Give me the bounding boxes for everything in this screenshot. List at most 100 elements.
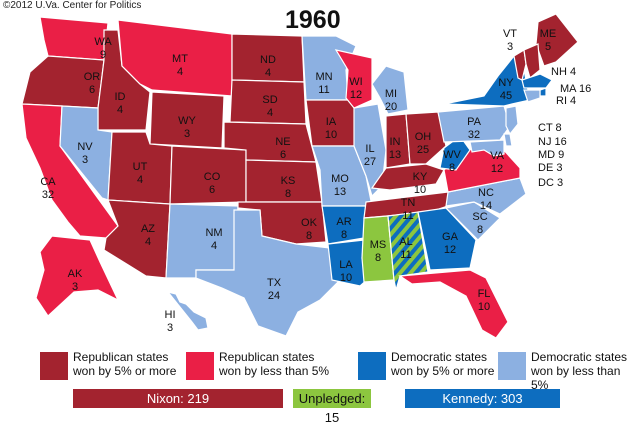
state-sd-abbr: SD (262, 94, 277, 106)
state-az-shape (103, 199, 171, 279)
state-tn-ev: 11 (402, 210, 413, 222)
state-ia-abbr: IA (326, 116, 337, 128)
connecticut-shape (523, 89, 541, 103)
maryland-shape (469, 139, 505, 157)
state-ak-ev: 3 (72, 281, 78, 293)
state-ms-ev: 8 (375, 252, 381, 264)
legend-label: Republican states won by 5% or more (73, 350, 177, 378)
state-oh-shape (405, 111, 447, 165)
massachusetts-shape (521, 73, 553, 89)
state-nm-shape (165, 203, 239, 279)
state-ms-abbr: MS (370, 239, 387, 251)
state-sc-abbr: SC (472, 211, 487, 223)
state-oh-ev: 25 (417, 144, 429, 156)
state-ky-abbr: KY (413, 171, 428, 183)
legend-label: Democratic states won by less than 5% (531, 350, 628, 392)
state-ny-abbr: NY (498, 77, 514, 89)
state-mi-ev: 20 (385, 101, 397, 113)
state-wi-abbr: WI (349, 76, 362, 88)
state-nd-abbr: ND (260, 54, 276, 66)
state-tn-abbr: TN (401, 197, 416, 209)
callout-ma: MA 16 (560, 83, 591, 95)
state-la-abbr: LA (339, 259, 353, 271)
new-jersey-shape (505, 105, 519, 136)
state-il-shape (353, 103, 387, 198)
total-kennedy: Kennedy: 303 (405, 389, 560, 408)
state-nc-ev: 14 (480, 200, 492, 212)
callout-dc: DC 3 (538, 177, 563, 189)
state-nv-abbr: NV (77, 141, 93, 153)
state-az-abbr: AZ (141, 223, 155, 235)
state-pa-shape (437, 105, 511, 143)
state-il-abbr: IL (365, 143, 374, 155)
state-ky-ev: 10 (414, 184, 426, 196)
state-wy-ev: 3 (184, 128, 190, 140)
state-mn-ev: 11 (318, 84, 329, 96)
state-nm-ev: 4 (211, 240, 217, 252)
state-ms-shape (361, 215, 395, 283)
state-al-ev: 11 (400, 249, 411, 261)
us-electoral-map: WA9OR6CA32ID4NV3MT4WY3UT4AZ4CO6NM4ND4SD4… (21, 13, 591, 339)
state-mt-abbr: MT (172, 53, 188, 65)
state-ne-ev: 6 (280, 149, 286, 161)
legend-label: Republican states won by less than 5% (219, 350, 330, 378)
state-la-ev: 10 (340, 272, 352, 284)
legend-swatch (498, 352, 526, 380)
total-unpledged: Unpledged: 15 (293, 389, 371, 425)
state-ut-ev: 4 (137, 174, 143, 186)
state-co-abbr: CO (204, 171, 221, 183)
state-sd-ev: 4 (267, 107, 273, 119)
state-nd-ev: 4 (265, 67, 271, 79)
state-in-abbr: IN (390, 136, 401, 148)
state-wv-ev: 8 (449, 162, 455, 174)
callout-md: MD 9 (538, 149, 564, 161)
state-tn-shape (363, 191, 462, 219)
state-wy-abbr: WY (178, 115, 196, 127)
state-fl-ev: 10 (478, 301, 490, 313)
state-wa-ev: 9 (100, 49, 106, 61)
state-ny-ev: 45 (500, 90, 512, 102)
state-va-abbr: VA (490, 150, 505, 162)
legend-swatch (186, 352, 214, 380)
state-wi-ev: 12 (350, 89, 362, 101)
state-nv-ev: 3 (82, 154, 88, 166)
state-me-shape (535, 13, 579, 67)
legend-label: Democratic states won by 5% or more (391, 350, 495, 378)
legend-item-dem-lean: Democratic states won by less than 5% (498, 350, 640, 392)
legend-swatch (358, 352, 386, 380)
state-fl-shape (398, 269, 509, 339)
callout-nj: NJ 16 (538, 136, 567, 148)
state-ne-abbr: NE (275, 136, 290, 148)
legend-item-rep-lean: Republican states won by less than 5% (186, 350, 329, 380)
state-az-ev: 4 (145, 236, 151, 248)
state-or-abbr: OR (84, 71, 101, 83)
state-fl-abbr: FL (478, 288, 491, 300)
state-oh-abbr: OH (415, 131, 432, 143)
legend-swatch (40, 352, 68, 380)
state-mi-abbr: MI (385, 88, 397, 100)
legend-item-dem-solid: Democratic states won by 5% or more (358, 350, 494, 380)
state-ar-ev: 8 (341, 229, 347, 241)
state-tx-abbr: TX (267, 277, 282, 289)
state-pa-ev: 32 (468, 129, 480, 141)
callout-nh: NH 4 (551, 66, 576, 78)
state-sc-ev: 8 (477, 224, 483, 236)
map-title: 1960 (285, 6, 341, 34)
state-hi-shape (166, 290, 209, 331)
callout-de: DE 3 (538, 162, 562, 174)
state-wa-abbr: WA (94, 36, 112, 48)
state-il-ev: 27 (364, 156, 376, 168)
state-ar-abbr: AR (336, 216, 351, 228)
state-mt-ev: 4 (177, 66, 183, 78)
state-sc-shape (444, 201, 501, 241)
callout-ct: CT 8 (538, 122, 562, 134)
callout-ri: RI 4 (556, 95, 576, 107)
state-hi-abbr: HI (165, 309, 176, 321)
state-tx-ev: 24 (268, 290, 280, 302)
state-ok-ev: 8 (306, 230, 312, 242)
state-ga-ev: 12 (444, 244, 456, 256)
state-al-abbr: AL (399, 236, 412, 248)
state-ga-abbr: GA (442, 231, 459, 243)
state-ut-abbr: UT (133, 161, 148, 173)
state-co-ev: 6 (209, 184, 215, 196)
